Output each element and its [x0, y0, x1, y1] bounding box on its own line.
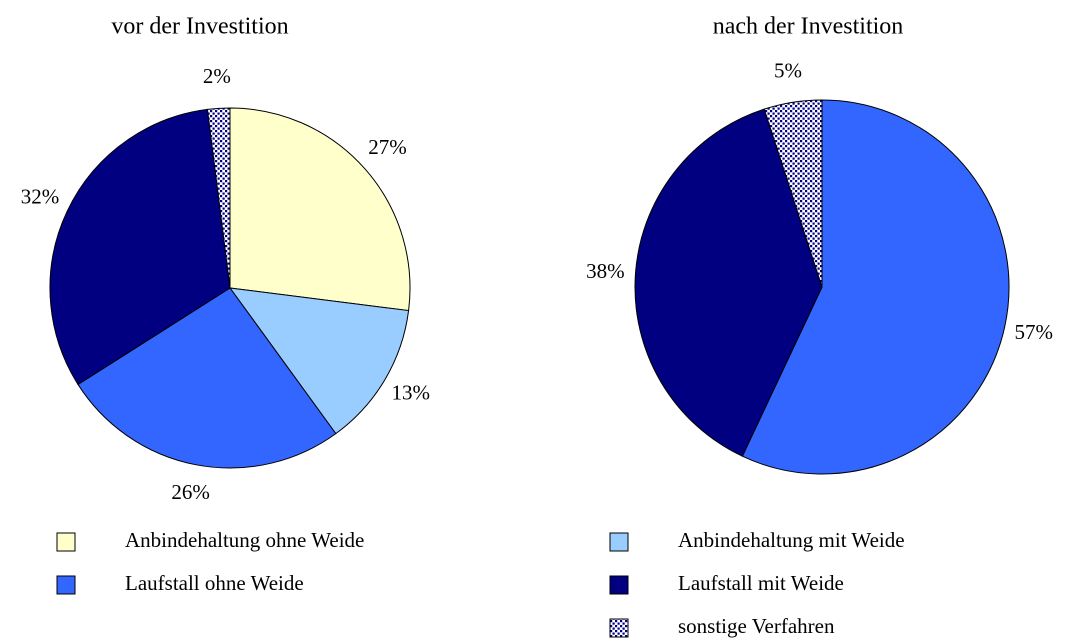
pie-slice	[634, 108, 823, 457]
value-label: 27%	[368, 135, 407, 159]
pie-slice	[77, 287, 337, 469]
chart-title: vor der Investition	[111, 14, 288, 40]
value-label: 57%	[1015, 320, 1054, 344]
pie-slice	[49, 108, 231, 386]
legend-label: Laufstall mit Weide	[678, 571, 844, 595]
value-label: 26%	[171, 480, 210, 504]
pie-slice	[741, 99, 1010, 475]
value-label: 32%	[21, 184, 60, 208]
legend-swatch	[609, 575, 629, 595]
legend-label: sonstige Verfahren	[678, 614, 835, 638]
pie-slice	[228, 287, 410, 435]
value-label: 13%	[392, 381, 431, 405]
chart-title: nach der Investition	[713, 14, 904, 40]
legend-swatch	[609, 532, 629, 552]
value-label: 2%	[203, 64, 231, 88]
pie-slice	[206, 107, 231, 289]
legend-label: Anbindehaltung ohne Weide	[125, 528, 364, 552]
legend-label: Laufstall ohne Weide	[125, 571, 304, 595]
value-label: 5%	[774, 58, 802, 82]
legend-label: Anbindehaltung mit Weide	[678, 528, 905, 552]
legend-swatch	[56, 532, 76, 552]
pie-slice	[763, 99, 823, 288]
legend-swatch	[609, 618, 629, 638]
value-label: 38%	[586, 259, 625, 283]
legend-swatch	[56, 575, 76, 595]
pie-slice	[229, 107, 411, 312]
